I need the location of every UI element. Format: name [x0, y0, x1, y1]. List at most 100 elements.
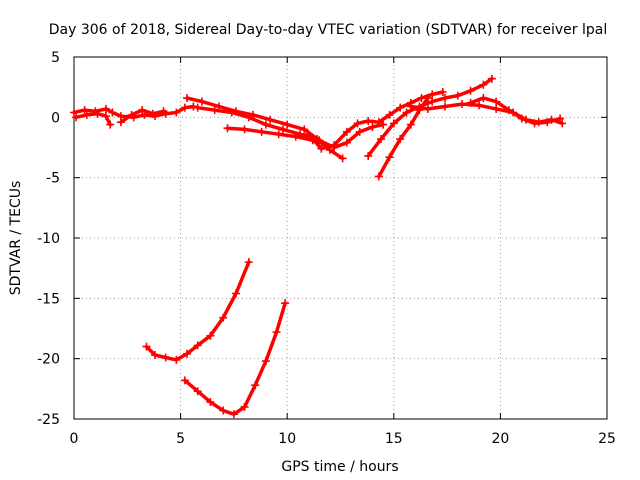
data-point	[127, 110, 136, 119]
data-point	[423, 104, 432, 113]
y-tick-label: -20	[37, 352, 60, 368]
x-axis-title: GPS time / hours	[281, 459, 398, 475]
data-point	[556, 114, 565, 123]
data-point	[240, 125, 249, 134]
data-point	[466, 86, 475, 95]
x-tick-label: 15	[385, 431, 403, 447]
series-line	[185, 96, 385, 150]
data-point	[466, 98, 475, 107]
data-point	[342, 138, 351, 147]
data-point	[479, 80, 488, 89]
series-trace-m	[180, 299, 290, 419]
axis-ticks	[73, 56, 608, 420]
data-point	[385, 153, 394, 162]
data-point	[487, 74, 496, 83]
data-point	[193, 341, 202, 350]
data-point	[210, 106, 219, 115]
data-point	[108, 108, 117, 117]
x-tick-label: 10	[278, 431, 296, 447]
y-tick-label: -10	[37, 231, 60, 247]
data-point	[428, 90, 437, 99]
data-point	[70, 108, 78, 117]
data-point	[492, 104, 501, 113]
data-point	[504, 106, 513, 115]
series-line	[195, 105, 345, 161]
data-point	[106, 120, 115, 129]
data-point	[374, 172, 383, 181]
x-tick-label: 5	[176, 431, 185, 447]
data-point	[189, 102, 198, 111]
data-point	[227, 108, 236, 117]
series-trace-k	[466, 94, 565, 128]
data-point	[281, 299, 290, 308]
y-tick-label: -15	[37, 291, 60, 307]
data-point	[93, 109, 102, 118]
data-point	[274, 130, 283, 139]
data-point	[82, 110, 91, 119]
data-point	[406, 102, 415, 111]
data-point	[278, 125, 287, 134]
data-point	[291, 132, 300, 141]
data-point	[368, 122, 377, 131]
series-trace-b	[72, 109, 115, 129]
data-point	[304, 130, 313, 139]
series-line	[144, 260, 251, 362]
data-point	[182, 349, 191, 358]
chart-title: Day 306 of 2018, Sidereal Day-to-day VTE…	[49, 22, 607, 38]
data-point	[342, 127, 351, 136]
data-point	[223, 124, 232, 133]
y-tick-label: -5	[46, 171, 60, 187]
data-point	[240, 402, 249, 411]
data-point	[101, 112, 110, 121]
data-point	[142, 342, 151, 351]
y-tick-label: 0	[51, 110, 60, 126]
data-point	[402, 108, 411, 117]
x-tick-label: 0	[70, 431, 79, 447]
data-point	[440, 102, 449, 111]
data-point	[244, 258, 253, 267]
data-point	[261, 357, 270, 366]
data-point	[159, 107, 168, 116]
data-point	[151, 351, 160, 360]
data-point	[283, 120, 292, 129]
series-trace-l	[142, 258, 253, 364]
data-point	[406, 120, 415, 129]
data-point	[161, 353, 170, 362]
data-point	[317, 144, 326, 153]
grid	[74, 57, 607, 419]
data-point	[423, 94, 432, 103]
data-point	[257, 127, 266, 136]
data-point	[172, 108, 181, 117]
data-point	[180, 376, 189, 385]
series-trace-d	[182, 94, 388, 152]
data-point	[530, 119, 539, 128]
data-point	[206, 398, 215, 407]
data-point	[458, 100, 467, 109]
data-point	[219, 406, 228, 415]
data-point	[272, 328, 281, 337]
data-point	[453, 91, 462, 100]
series-line	[306, 90, 445, 151]
data-point	[543, 118, 552, 127]
series-trace-h	[364, 74, 496, 160]
data-point	[266, 115, 275, 124]
data-point	[385, 110, 394, 119]
data-point	[428, 97, 437, 106]
x-tick-label: 25	[598, 431, 616, 447]
y-tick-labels: 5 0 -5 -10 -15 -20 -25	[37, 50, 60, 428]
data-point	[479, 94, 488, 103]
data-point	[517, 114, 526, 123]
data-point	[219, 313, 228, 322]
data-point	[492, 97, 501, 106]
data-point	[558, 119, 567, 128]
data-point	[353, 119, 362, 128]
data-point	[193, 103, 202, 112]
data-point	[475, 101, 484, 110]
data-point	[438, 87, 447, 96]
data-point	[379, 120, 388, 129]
data-point	[244, 113, 253, 122]
data-point	[116, 118, 125, 127]
data-point	[440, 94, 449, 103]
data-point	[138, 106, 147, 115]
